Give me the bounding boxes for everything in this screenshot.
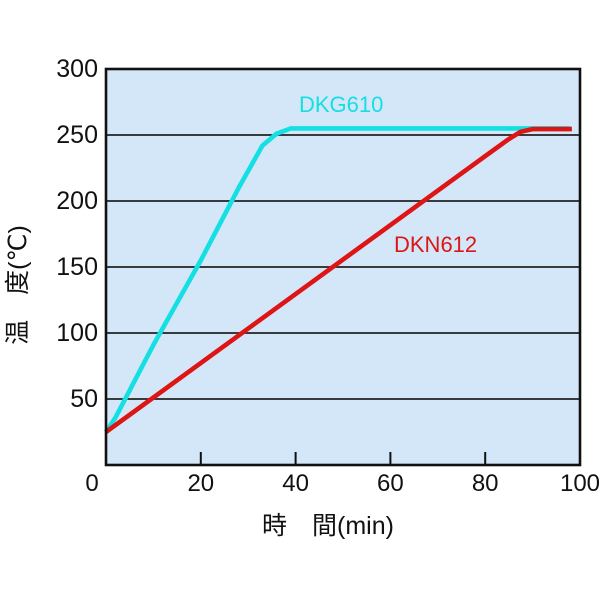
- series-line-dkn612: [104, 126, 572, 434]
- plot-border: [104, 67, 582, 467]
- series-line-dkg610: [104, 126, 571, 434]
